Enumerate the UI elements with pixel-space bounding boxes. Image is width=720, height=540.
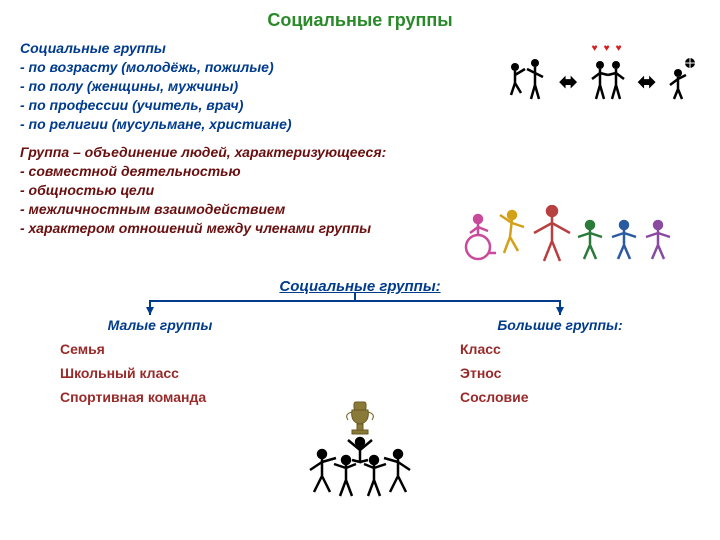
right-col-title: Большие группы: [460, 317, 660, 333]
columns: Малые группы Семья Школьный класс Спорти… [20, 317, 700, 413]
bracket-connector [20, 293, 700, 313]
child-ball-icon [664, 57, 698, 106]
left-item: Школьный класс [60, 365, 260, 381]
double-arrow-icon: ⬌ [559, 69, 577, 95]
illustration-team-trophy [300, 400, 420, 505]
left-item: Семья [60, 341, 260, 357]
left-item: Спортивная команда [60, 389, 260, 405]
illustration-row-1: ⬌ ♥ ♥ ♥ ⬌ [503, 55, 698, 108]
block2-line: - общностью цели [20, 181, 700, 200]
block2-heading-line: Группа – объединение людей, характеризую… [20, 143, 700, 162]
couple-hearts-icon: ♥ ♥ ♥ [586, 55, 630, 108]
page-title: Социальные группы [20, 10, 700, 31]
block1-line: - по религии (мусульмане, христиане) [20, 115, 700, 134]
right-item: Этнос [460, 365, 660, 381]
double-arrow-icon: ⬌ [638, 69, 656, 95]
right-item: Класс [460, 341, 660, 357]
illustration-row-2 [460, 205, 690, 265]
block2-line: - совместной деятельностью [20, 162, 700, 181]
proposal-icon [503, 55, 551, 108]
left-col-title: Малые группы [60, 317, 260, 333]
block2-term: Группа [20, 144, 69, 160]
right-item: Сословие [460, 389, 660, 405]
right-column: Большие группы: Класс Этнос Сословие [460, 317, 660, 413]
left-column: Малые группы Семья Школьный класс Спорти… [60, 317, 260, 413]
block2-heading-rest: – объединение людей, характеризующееся: [69, 144, 386, 160]
